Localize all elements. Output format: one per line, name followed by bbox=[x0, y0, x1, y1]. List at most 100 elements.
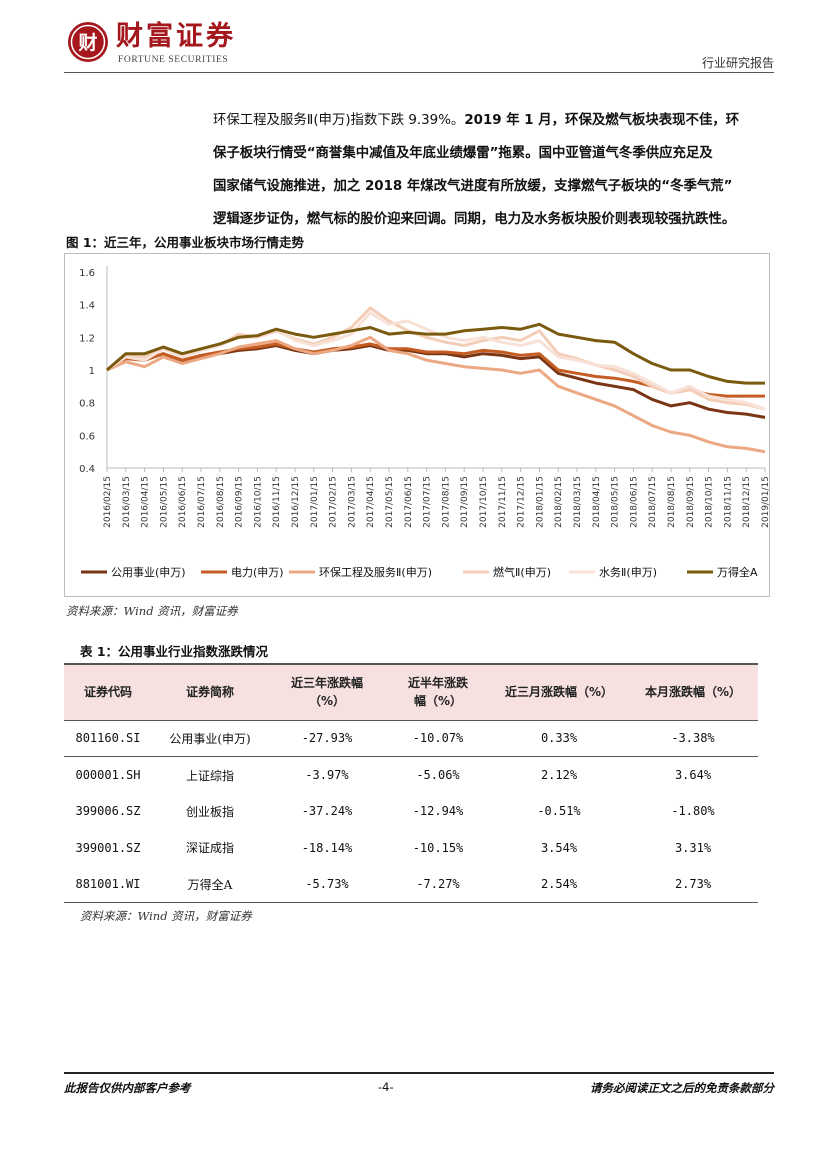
x-tick-label: 2017/12/15 bbox=[517, 476, 527, 528]
col-header-3y: 近三年涨跌幅 （%） bbox=[268, 663, 386, 721]
chart-canvas: 1.6 1.4 1.2 1 0.8 0.6 0.4 2016/02/15 2016/03/15 2… bbox=[79, 266, 771, 579]
cell-1m: 2.73% bbox=[628, 866, 758, 903]
x-tick-label: 2016/05/15 bbox=[159, 476, 169, 528]
y-tick-label: 1.2 bbox=[79, 333, 95, 344]
x-tick-label: 2018/03/15 bbox=[573, 476, 583, 528]
x-tick-label: 2016/08/15 bbox=[216, 476, 226, 528]
col-header-3m: 近三月涨跌幅（%） bbox=[490, 663, 628, 721]
legend-label: 万得全A bbox=[717, 565, 758, 579]
cell-1m: -1.80% bbox=[671, 804, 715, 819]
x-tick-label: 2018/01/15 bbox=[535, 476, 545, 528]
paragraph-bold-text: 2019 年 1 月，环保及燃气板块表现不佳，环 bbox=[464, 113, 740, 128]
page-number: -4- bbox=[378, 1080, 394, 1094]
logo-glyph: 财 bbox=[78, 31, 97, 54]
paragraph-line: 环保工程及服务Ⅱ(申万)指数下跌 9.39%。2019 年 1 月，环保及燃气板… bbox=[213, 104, 775, 137]
index-performance-table: 证券代码 证券简称 近三年涨跌幅 （%） 近半年涨跌 幅（%） 近三月涨跌幅（%） … bbox=[64, 663, 758, 903]
cell-name: 深证成指 bbox=[185, 841, 234, 856]
x-tick-label: 2016/10/15 bbox=[253, 476, 263, 528]
line-chart: 1.6 1.4 1.2 1 0.8 0.6 0.4 2016/02/15 2016/03/15 2… bbox=[64, 253, 771, 597]
cell-1m: -3.38% bbox=[628, 720, 758, 757]
table-row: 399006.SZ 创业板指 -37.24% -12.94% -0.51% -1… bbox=[64, 793, 758, 830]
footer-disclaimer-right: 请务必阅读正文之后的免责条款部分 bbox=[590, 1081, 774, 1095]
footer-divider bbox=[64, 1072, 774, 1074]
cell-code: 881001.WI bbox=[64, 866, 152, 903]
col-header-name: 证券简称 bbox=[152, 663, 268, 721]
col-header-code: 证券代码 bbox=[64, 663, 152, 721]
cell-name: 万得全A bbox=[152, 866, 268, 903]
cell-3m: 0.33% bbox=[490, 720, 628, 757]
cell-1m: 3.31% bbox=[674, 840, 712, 855]
figure-source: 资料来源：Wind 资讯，财富证券 bbox=[66, 604, 238, 618]
col-header-6m-line2: 幅（%） bbox=[413, 694, 463, 709]
x-tick-label: 2016/11/15 bbox=[272, 476, 282, 528]
fortune-securities-logo-icon: 财 bbox=[68, 22, 108, 62]
x-tick-label: 2018/04/15 bbox=[592, 476, 602, 528]
x-tick-label: 2016/04/15 bbox=[141, 476, 151, 528]
table-title: 表 1：公用事业行业指数涨跌情况 bbox=[80, 644, 269, 659]
y-tick-label: 1.4 bbox=[79, 301, 95, 312]
x-tick-label: 2018/07/15 bbox=[648, 476, 658, 528]
col-header-3y-line1: 近三年涨跌幅 bbox=[290, 676, 363, 691]
series-line-3 bbox=[106, 335, 766, 454]
cell-3y: -18.14% bbox=[301, 840, 353, 855]
legend-label: 公用事业(申万) bbox=[111, 566, 186, 579]
cell-3y: -37.24% bbox=[301, 804, 353, 819]
series-line-2 bbox=[106, 342, 765, 398]
cell-6m: -7.27% bbox=[386, 866, 490, 903]
table-row: 000001.SH 上证综指 -3.97% -5.06% 2.12% 3.64% bbox=[64, 757, 758, 794]
paragraph-text: 环保工程及服务Ⅱ(申万)指数下跌 9.39%。 bbox=[213, 113, 465, 128]
x-tick-label: 2018/05/15 bbox=[611, 476, 621, 528]
x-tick-label: 2017/06/15 bbox=[404, 476, 414, 528]
y-tick-label: 0.6 bbox=[79, 431, 95, 442]
y-tick-label: 0.8 bbox=[79, 399, 95, 410]
x-tick-label: 2016/07/15 bbox=[197, 476, 207, 528]
body-paragraph: 环保工程及服务Ⅱ(申万)指数下跌 9.39%。2019 年 1 月，环保及燃气板… bbox=[213, 104, 775, 236]
table-source: 资料来源：Wind 资讯，财富证券 bbox=[80, 909, 252, 923]
cell-3y: -3.97% bbox=[305, 768, 349, 782]
x-tick-label: 2017/08/15 bbox=[441, 476, 451, 528]
x-tick-label: 2017/11/15 bbox=[498, 476, 508, 528]
col-header-1m: 本月涨跌幅（%） bbox=[628, 663, 758, 721]
y-tick-label: 1.6 bbox=[79, 268, 95, 279]
x-tick-label: 2018/11/15 bbox=[723, 476, 733, 528]
cell-code: 399001.SZ bbox=[75, 840, 141, 855]
cell-1m: 3.64% bbox=[674, 768, 712, 782]
table-row: 881001.WI 万得全A -5.73% -7.27% 2.54% 2.73% bbox=[64, 866, 758, 903]
x-tick-label: 2016/09/15 bbox=[235, 476, 245, 528]
figure-title: 图 1：近三年，公用事业板块市场行情走势 bbox=[66, 235, 305, 250]
y-tick-label: 1 bbox=[89, 366, 95, 377]
header-divider bbox=[64, 72, 774, 73]
x-tick-label: 2017/10/15 bbox=[479, 476, 489, 528]
cell-3m: 2.12% bbox=[540, 768, 578, 782]
logo-english-name: FORTUNE SECURITIES bbox=[118, 55, 229, 65]
col-header-3y-line2: （%） bbox=[308, 694, 346, 709]
cell-name: 创业板指 bbox=[185, 804, 234, 819]
cell-3y: -5.73% bbox=[268, 866, 386, 903]
footer-disclaimer-left: 此报告仅供内部客户参考 bbox=[64, 1081, 191, 1095]
legend-label: 环保工程及服务Ⅱ(申万) bbox=[319, 565, 432, 579]
x-tick-label: 2017/03/15 bbox=[347, 476, 357, 528]
legend-label: 电力(申万) bbox=[231, 566, 284, 579]
x-tick-label: 2017/05/15 bbox=[385, 476, 395, 528]
x-tick-label: 2018/10/15 bbox=[705, 476, 715, 528]
x-tick-label: 2017/01/15 bbox=[310, 476, 320, 528]
series-line-6 bbox=[106, 322, 765, 385]
cell-code: 399006.SZ bbox=[75, 804, 141, 819]
legend-label: 水务Ⅱ(申万) bbox=[599, 566, 657, 579]
x-tick-label: 2017/04/15 bbox=[366, 476, 376, 528]
paragraph-line: 国家储气设施推进，加之 2018 年煤改气进度有所放缓，支撑燃气子板块的“冬季气… bbox=[213, 179, 733, 194]
col-header-6m: 近半年涨跌 幅（%） bbox=[386, 663, 490, 721]
cell-3m: 2.54% bbox=[490, 866, 628, 903]
logo-chinese-name: 财富证券 bbox=[116, 21, 236, 52]
cell-6m: -10.15% bbox=[412, 840, 464, 855]
x-tick-label: 2017/09/15 bbox=[460, 476, 470, 528]
cell-3m: 3.54% bbox=[540, 840, 578, 855]
table-row: 399001.SZ 深证成指 -18.14% -10.15% 3.54% 3.3… bbox=[64, 830, 758, 867]
x-tick-label: 2016/03/15 bbox=[122, 476, 132, 528]
cell-name: 上证综指 bbox=[185, 768, 234, 783]
cell-name: 公用事业(申万) bbox=[152, 720, 268, 757]
x-tick-label: 2016/12/15 bbox=[291, 476, 301, 528]
x-tick-label: 2018/06/15 bbox=[629, 476, 639, 528]
x-tick-label: 2019/01/15 bbox=[761, 476, 771, 528]
paragraph-line: 逻辑逐步证伪，燃气标的股价迎来回调。同期，电力及水务板块股价则表现较强抗跌性。 bbox=[213, 212, 736, 227]
